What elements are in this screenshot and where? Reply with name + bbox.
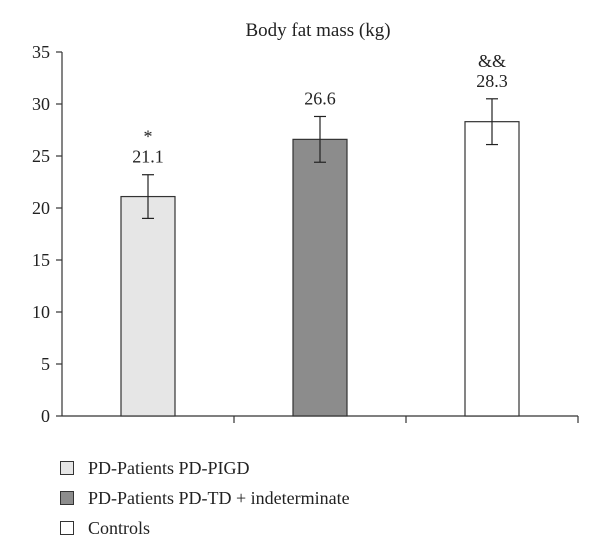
significance-marker: && bbox=[478, 51, 506, 71]
legend-item-td: PD-Patients PD-TD + indeterminate bbox=[60, 483, 350, 513]
legend-item-controls: Controls bbox=[60, 513, 350, 543]
legend-label-controls: Controls bbox=[88, 517, 151, 538]
y-tick-label: 5 bbox=[41, 354, 50, 374]
legend-swatch-controls bbox=[60, 521, 74, 535]
bar bbox=[120, 195, 176, 417]
y-tick-label: 0 bbox=[41, 406, 50, 426]
y-tick-label: 20 bbox=[32, 198, 50, 218]
bar bbox=[292, 138, 348, 417]
data-label: 28.3 bbox=[476, 71, 508, 91]
legend-swatch-td bbox=[60, 491, 74, 505]
data-label: 26.6 bbox=[304, 88, 336, 108]
data-label: 21.1 bbox=[132, 147, 164, 167]
legend-label-pigd: PD-Patients PD-PIGD bbox=[88, 457, 250, 478]
y-tick-label: 10 bbox=[32, 302, 50, 322]
y-tick-label: 25 bbox=[32, 146, 50, 166]
chart-title: Body fat mass (kg) bbox=[245, 20, 390, 41]
legend: PD-Patients PD-PIGD PD-Patients PD-TD + … bbox=[60, 453, 350, 543]
legend-label-td: PD-Patients PD-TD + indeterminate bbox=[88, 487, 350, 508]
legend-swatch-pigd bbox=[60, 461, 74, 475]
bar bbox=[464, 121, 520, 417]
y-tick-label: 15 bbox=[32, 250, 50, 270]
legend-item-pigd: PD-Patients PD-PIGD bbox=[60, 453, 350, 483]
significance-marker: * bbox=[144, 127, 153, 147]
bars: 21.1* 26.6 28.3&& bbox=[120, 51, 520, 417]
y-tick-label: 30 bbox=[32, 94, 50, 114]
y-tick-label: 35 bbox=[32, 42, 50, 62]
